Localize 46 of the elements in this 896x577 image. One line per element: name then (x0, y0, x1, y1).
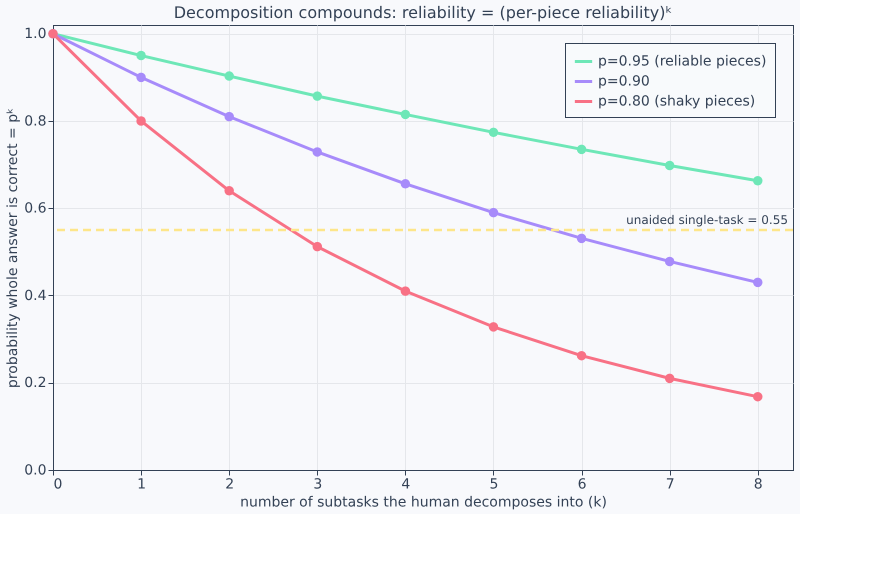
point (224, 186, 234, 196)
point (400, 286, 410, 296)
point (664, 160, 674, 170)
point (400, 179, 410, 189)
point (576, 350, 586, 360)
x-tick-label: 3 (313, 476, 322, 492)
x-tick-label: 6 (578, 476, 587, 492)
point (312, 242, 322, 252)
x-tick-label: 8 (754, 476, 763, 492)
y-axis-title: probability whole answer is correct = pᵏ (5, 108, 22, 388)
point (753, 392, 763, 402)
x-tick-label: 0 (54, 476, 62, 492)
point (753, 278, 763, 288)
point (664, 256, 674, 266)
y-tick-label: 0.6 (24, 200, 47, 217)
x-tick-label: 1 (137, 476, 146, 492)
point (753, 176, 763, 186)
point (400, 110, 410, 120)
x-tick-label: 5 (490, 476, 498, 492)
legend-label: p=0.95 (reliable pieces) (598, 54, 766, 70)
x-axis-title: number of subtasks the human decomposes into (k) (240, 494, 607, 510)
x-tick-label: 4 (401, 476, 410, 492)
x-tick-label: 7 (666, 476, 675, 492)
point (312, 147, 322, 157)
chart-title: Decomposition compounds: reliability = (per-piece reliability)ᵏ (174, 3, 672, 22)
point (488, 128, 498, 138)
point (224, 112, 234, 122)
point (136, 50, 146, 60)
point (136, 72, 146, 82)
point (576, 234, 586, 244)
y-tick-label: 1.0 (24, 26, 46, 42)
point (488, 322, 498, 332)
point (224, 71, 234, 81)
y-tick-label: 0.0 (24, 462, 46, 478)
legend-label: p=0.80 (shaky pieces) (598, 94, 756, 110)
point (488, 208, 498, 218)
point (312, 91, 322, 101)
y-tick-label: 0.2 (24, 375, 46, 392)
y-tick-label: 0.8 (24, 113, 46, 130)
point (136, 116, 146, 126)
y-tick-label: 0.4 (24, 288, 47, 304)
point (576, 144, 586, 154)
legend-label: p=0.90 (598, 74, 650, 90)
ref-line-label: unaided single-task = 0.55 (626, 213, 788, 228)
point (664, 374, 674, 384)
x-tick-label: 2 (225, 476, 234, 492)
